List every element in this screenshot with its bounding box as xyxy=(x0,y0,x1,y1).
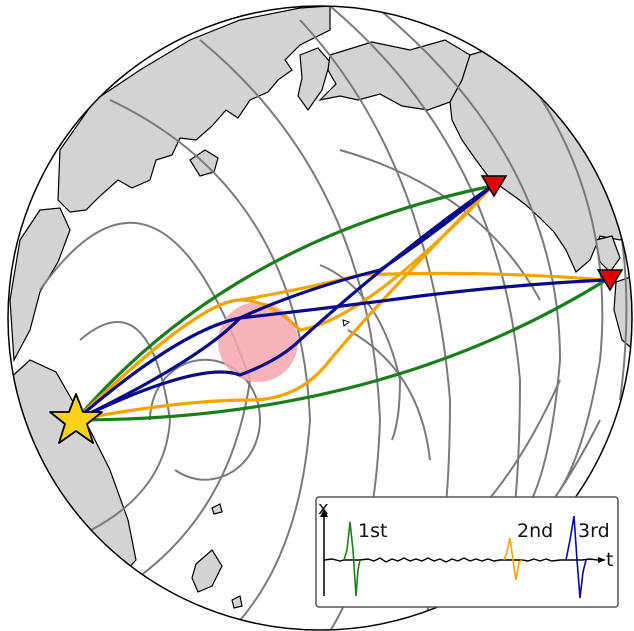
ray-direct-to-receiver-2 xyxy=(74,278,608,422)
inset-trace-3rd xyxy=(565,515,587,599)
inset-label-1st: 1st xyxy=(358,520,387,542)
wavefront-arc xyxy=(319,264,402,441)
wavefront-arc xyxy=(148,358,261,481)
receiver-triangle-down-icon xyxy=(480,175,508,198)
inset-trace-2nd xyxy=(503,537,523,581)
ray-navy-to-receiver-2 xyxy=(74,278,608,422)
seismogram-inset: x t 1st 2nd 3rd xyxy=(315,496,619,608)
receiver-triangle-down-icon xyxy=(596,269,624,292)
ray-paths xyxy=(74,184,608,422)
inset-x-arrow-icon xyxy=(598,557,606,563)
land-asia-north xyxy=(57,6,331,213)
wavefront-arc xyxy=(379,9,562,521)
inset-label-3rd: 3rd xyxy=(578,520,610,542)
inset-trace-noise xyxy=(323,557,599,563)
inset-label-2nd: 2nd xyxy=(517,520,553,542)
ray-orange-to-receiver-1b xyxy=(74,184,494,422)
inset-y-arrow-icon xyxy=(320,509,328,517)
scatter-point-marker xyxy=(342,319,351,327)
ray-navy-to-receiver-1 xyxy=(74,184,494,422)
source-star-icon xyxy=(49,393,103,444)
globe-outline xyxy=(7,5,633,631)
inset-trace-1st xyxy=(343,521,361,597)
ray-orange-to-receiver-2 xyxy=(74,271,608,422)
ray-navy-to-receiver-1b xyxy=(74,184,494,422)
globe-ocean xyxy=(8,6,632,630)
inset-x-axis-label: t xyxy=(606,549,613,571)
wavefront-arc xyxy=(69,321,172,541)
land-kamchatka xyxy=(297,47,331,112)
inset-frame xyxy=(315,496,619,608)
inset-y-axis-label: x xyxy=(318,498,329,519)
wavefront-arc xyxy=(109,99,312,630)
wavefront-arc xyxy=(347,329,431,461)
land-new-zealand xyxy=(191,549,223,593)
land-islands xyxy=(211,503,243,609)
ray-direct-to-receiver-1 xyxy=(74,184,494,422)
